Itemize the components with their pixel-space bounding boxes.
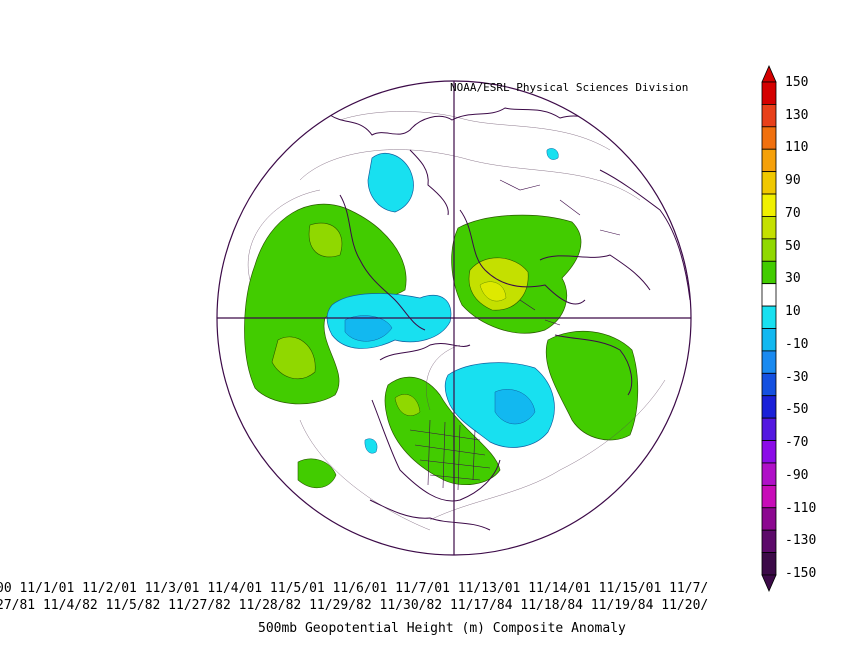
colorbar-tick-label: 70 bbox=[785, 205, 801, 221]
colorbar-tick-label: -150 bbox=[785, 566, 817, 581]
colorbar-swatch bbox=[761, 81, 777, 105]
composite-dates-row-2: 27/81 11/4/82 11/5/82 11/27/82 11/28/82 … bbox=[0, 598, 709, 613]
composite-dates-row-1: 00 11/1/01 11/2/01 11/3/01 11/4/01 11/5/… bbox=[0, 581, 709, 596]
political-borders bbox=[409, 179, 621, 491]
colorbar-top-arrow bbox=[761, 65, 777, 83]
colorbar bbox=[761, 65, 777, 592]
colorbar-swatch bbox=[761, 171, 777, 195]
colorbar-tick-label: -110 bbox=[785, 500, 817, 516]
colorbar-tick-label: 110 bbox=[785, 140, 809, 156]
colorbar-tick-label: 10 bbox=[785, 304, 801, 320]
colorbar-swatch bbox=[761, 372, 777, 397]
colorbar-swatch bbox=[761, 104, 777, 128]
colorbar-swatch bbox=[761, 238, 777, 262]
colorbar-swatch bbox=[761, 462, 777, 486]
colorbar-swatch bbox=[761, 350, 777, 374]
colorbar-swatch bbox=[761, 417, 777, 441]
colorbar-swatch bbox=[761, 328, 777, 352]
anomaly-region-siberia-negative bbox=[367, 153, 414, 213]
colorbar-tick-label: 90 bbox=[785, 173, 801, 189]
colorbar-swatch bbox=[761, 552, 777, 576]
colorbar-tick-label: -30 bbox=[785, 369, 809, 385]
colorbar-swatch bbox=[761, 216, 777, 240]
colorbar-swatch bbox=[761, 260, 777, 285]
anomaly-field bbox=[217, 81, 691, 555]
colorbar-swatch bbox=[761, 395, 777, 419]
colorbar-swatch bbox=[761, 440, 777, 464]
colorbar-tick-label: -10 bbox=[785, 336, 809, 352]
plot-title: 500mb Geopotential Height (m) Composite … bbox=[258, 621, 626, 636]
colorbar-tick-label: 130 bbox=[785, 107, 809, 123]
colorbar-tick-label: -70 bbox=[785, 435, 809, 451]
colorbar-swatch bbox=[761, 283, 777, 307]
colorbar-swatch bbox=[761, 126, 777, 150]
colorbar-swatch bbox=[761, 529, 777, 553]
colorbar-swatch bbox=[761, 305, 777, 329]
colorbar-swatch bbox=[761, 484, 777, 509]
anomaly-region-atlantic-positive bbox=[545, 330, 639, 441]
colorbar-swatch bbox=[761, 507, 777, 531]
colorbar-tick-label: 150 bbox=[785, 75, 809, 90]
colorbar-tick-label: -130 bbox=[785, 533, 817, 549]
colorbar-swatch bbox=[761, 193, 777, 217]
colorbar-tick-label: 30 bbox=[785, 271, 801, 287]
colorbar-tick-label: -50 bbox=[785, 402, 809, 418]
colorbar-tick-label: -90 bbox=[785, 467, 809, 483]
colorbar-swatch bbox=[761, 148, 777, 173]
colorbar-tick-label: 50 bbox=[785, 238, 801, 254]
colorbar-bottom-arrow bbox=[761, 574, 777, 592]
coastlines bbox=[329, 107, 691, 531]
credit-text: NOAA/ESRL Physical Sciences Division bbox=[450, 81, 689, 94]
